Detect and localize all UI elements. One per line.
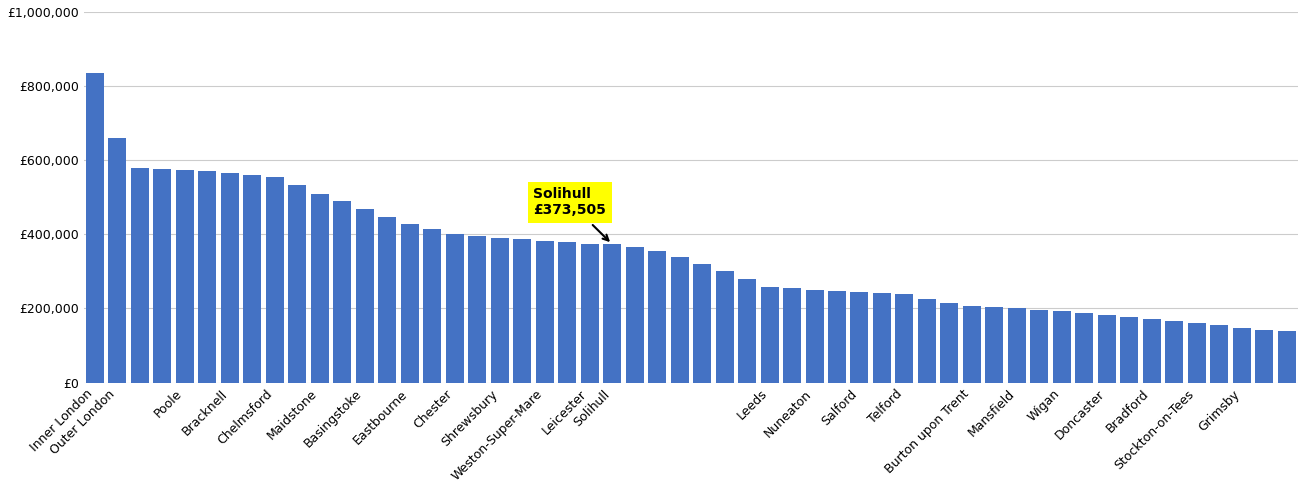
Bar bbox=[266, 177, 283, 383]
Bar bbox=[1165, 321, 1184, 383]
Bar bbox=[491, 238, 509, 383]
Bar bbox=[130, 169, 149, 383]
Bar bbox=[221, 173, 239, 383]
Bar bbox=[198, 172, 217, 383]
Bar bbox=[873, 293, 891, 383]
Bar bbox=[581, 244, 599, 383]
Bar bbox=[917, 299, 936, 383]
Bar bbox=[513, 239, 531, 383]
Bar bbox=[176, 170, 193, 383]
Bar bbox=[1075, 313, 1094, 383]
Bar bbox=[805, 290, 823, 383]
Bar bbox=[445, 234, 463, 383]
Bar bbox=[1278, 331, 1296, 383]
Bar bbox=[1031, 310, 1048, 383]
Bar bbox=[333, 201, 351, 383]
Bar bbox=[1233, 328, 1250, 383]
Bar bbox=[1007, 308, 1026, 383]
Bar bbox=[423, 229, 441, 383]
Bar bbox=[108, 138, 127, 383]
Bar bbox=[963, 306, 981, 383]
Bar bbox=[1121, 317, 1138, 383]
Bar bbox=[153, 169, 171, 383]
Bar bbox=[401, 224, 419, 383]
Bar bbox=[288, 185, 307, 383]
Bar bbox=[1255, 330, 1274, 383]
Bar bbox=[86, 73, 104, 383]
Bar bbox=[783, 288, 801, 383]
Bar bbox=[985, 307, 1004, 383]
Bar bbox=[378, 217, 397, 383]
Text: Solihull
£373,505: Solihull £373,505 bbox=[534, 187, 608, 241]
Bar bbox=[739, 279, 756, 383]
Bar bbox=[535, 241, 553, 383]
Bar bbox=[693, 264, 711, 383]
Bar bbox=[671, 257, 689, 383]
Bar bbox=[851, 292, 869, 383]
Bar bbox=[625, 246, 643, 383]
Bar bbox=[827, 291, 846, 383]
Bar bbox=[603, 244, 621, 383]
Bar bbox=[468, 236, 487, 383]
Bar bbox=[243, 175, 261, 383]
Bar bbox=[1098, 315, 1116, 383]
Bar bbox=[1188, 323, 1206, 383]
Bar bbox=[1210, 325, 1228, 383]
Bar bbox=[1053, 312, 1071, 383]
Bar bbox=[715, 271, 733, 383]
Bar bbox=[559, 243, 576, 383]
Bar bbox=[311, 194, 329, 383]
Bar bbox=[649, 251, 666, 383]
Bar bbox=[1143, 319, 1161, 383]
Bar bbox=[761, 287, 779, 383]
Bar bbox=[356, 209, 373, 383]
Bar bbox=[941, 303, 958, 383]
Bar bbox=[895, 294, 913, 383]
